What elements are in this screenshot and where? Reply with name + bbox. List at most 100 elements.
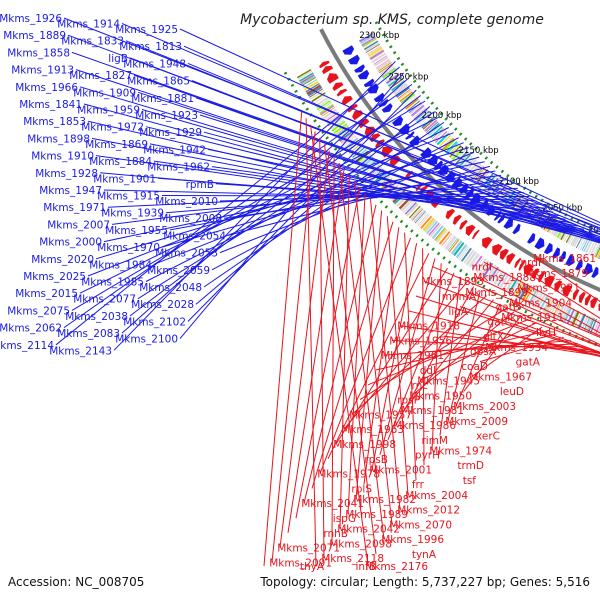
gene-label[interactable]: gatA: [516, 357, 541, 369]
gene-label[interactable]: Mkms_1982: [353, 494, 416, 506]
gene-label[interactable]: Mkms_1926: [0, 13, 62, 25]
gene-label[interactable]: rpsP: [397, 395, 420, 407]
gene-label[interactable]: Mkms_1925: [115, 24, 178, 36]
gene-label[interactable]: Mkms_1971: [43, 202, 106, 214]
gene-label[interactable]: Mkms_2000: [39, 237, 102, 249]
gene-label[interactable]: Mkms_1910: [31, 151, 94, 163]
gene-label[interactable]: Mkms_1966: [15, 82, 78, 94]
gene-label[interactable]: Mkms_1984: [89, 259, 152, 271]
gene-label[interactable]: rpmB: [186, 179, 214, 191]
gene-label[interactable]: trmD: [457, 460, 484, 472]
gene-label[interactable]: ligB: [108, 53, 128, 65]
gene-label[interactable]: Mkms_1813: [119, 41, 182, 53]
gene-label[interactable]: Mkms_2012: [397, 505, 460, 517]
gene-label[interactable]: Mkms_1909: [73, 87, 136, 99]
gene-label[interactable]: Mkms_1978: [317, 469, 380, 481]
gene-label[interactable]: tsf: [463, 475, 477, 487]
gene-label[interactable]: Mkms_1858: [7, 47, 70, 59]
gene-label[interactable]: Mkms_1959: [77, 105, 140, 117]
gene-label[interactable]: Mkms_2048: [139, 282, 202, 294]
gene-label[interactable]: Mkms_1963: [341, 424, 404, 436]
gene-label[interactable]: Mkms_2003: [453, 401, 516, 413]
gene-label[interactable]: ilvH: [536, 327, 556, 339]
gene-label[interactable]: leuD: [500, 386, 524, 398]
gene-label[interactable]: Mkms_1884: [89, 156, 152, 168]
gene-label[interactable]: Mkms_1970: [97, 242, 160, 254]
gene-label[interactable]: rimM: [421, 435, 448, 447]
gene-label[interactable]: Mkms_2176: [365, 561, 428, 573]
gene-label[interactable]: Mkms_2102: [123, 316, 186, 328]
gene-label[interactable]: Mkms_1985: [81, 277, 144, 289]
gene-label[interactable]: Mkms_1893: [421, 276, 484, 288]
gene-label[interactable]: Mkms_2053: [155, 248, 218, 260]
gene-label[interactable]: gatC: [487, 316, 512, 328]
gene-label[interactable]: Mkms_1904: [509, 297, 572, 309]
gene-label[interactable]: Mkms_2001: [369, 464, 432, 476]
gene-label[interactable]: Mkms_2010: [155, 196, 218, 208]
gene-label[interactable]: Mkms_1939: [101, 208, 164, 220]
gene-label[interactable]: rnhB: [323, 528, 348, 540]
gene-label[interactable]: Mkms_2091: [269, 557, 332, 569]
gene-label[interactable]: Mkms_1989: [345, 509, 408, 521]
gene-label[interactable]: tynA: [412, 549, 437, 561]
gene-label[interactable]: Mkms_1996: [381, 534, 444, 546]
gene-label[interactable]: Mkms_1955: [105, 225, 168, 237]
gene-label[interactable]: Mkms_1865: [127, 76, 190, 88]
gene-label[interactable]: Mkms_1986: [393, 420, 456, 432]
gene-label[interactable]: thyA: [300, 561, 325, 573]
gene-label[interactable]: Mkms_1967: [469, 371, 532, 383]
gene-label[interactable]: Mkms_1957: [349, 409, 412, 421]
gene-label[interactable]: Mkms_1879: [525, 268, 588, 280]
gene-label[interactable]: Mkms_2143: [49, 345, 112, 357]
gene-label[interactable]: Mkms_2054: [163, 230, 226, 242]
gene-label[interactable]: Mkms_2100: [115, 334, 178, 346]
gene-label[interactable]: Mkms_1974: [429, 445, 492, 457]
gene-label[interactable]: Mkms_1921: [517, 283, 580, 295]
gene-label[interactable]: xerC: [476, 431, 500, 443]
gene-label[interactable]: Mkms_1901: [93, 173, 156, 185]
gene-label[interactable]: Mkms_1827: [69, 70, 132, 82]
gene-label[interactable]: Mkms_2062: [0, 323, 62, 335]
gene-label[interactable]: Mkms_1956: [389, 335, 452, 347]
gene-label[interactable]: Mkms_1947: [39, 185, 102, 197]
gene-label[interactable]: pyrH: [415, 450, 440, 462]
gene-label[interactable]: nrdI: [471, 261, 492, 273]
gene-label[interactable]: Mkms_1934: [485, 342, 548, 354]
gene-label[interactable]: Mkms_1945: [417, 376, 480, 388]
gene-label[interactable]: Mkms_1942: [143, 144, 206, 156]
gene-label[interactable]: gatB: [496, 302, 520, 314]
gene-label[interactable]: Mkms_1961: [381, 350, 444, 362]
gene-label[interactable]: Mkms_1950: [409, 390, 472, 402]
gene-label[interactable]: Mkms_2020: [31, 254, 94, 266]
gene-label[interactable]: Mkms_2042: [337, 524, 400, 536]
gene-label[interactable]: Mkms_1914: [57, 19, 120, 31]
gene-label[interactable]: infB: [356, 561, 376, 573]
gene-label[interactable]: Mkms_1923: [135, 110, 198, 122]
gene-label[interactable]: Mkms_1962: [147, 162, 210, 174]
gene-label[interactable]: Mkms_2071: [277, 543, 340, 555]
gene-label[interactable]: Mkms_2025: [23, 271, 86, 283]
gene-label[interactable]: Mkms_1998: [333, 439, 396, 451]
gene-label[interactable]: Mkms_1833: [61, 36, 124, 48]
gene-label[interactable]: Mkms_2077: [73, 294, 136, 306]
gene-label[interactable]: Mkms_1911: [501, 312, 564, 324]
gene-label[interactable]: Mkms_2041: [301, 498, 364, 510]
gene-label[interactable]: Mkms_2059: [147, 265, 210, 277]
gene-label[interactable]: Mkms_2075: [7, 305, 70, 317]
gene-label[interactable]: mnmA: [442, 291, 477, 303]
gene-label[interactable]: Mkms_2118: [321, 553, 384, 565]
gene-label[interactable]: frr: [412, 479, 425, 491]
gene-label[interactable]: Mkms_1881: [131, 93, 194, 105]
gene-label[interactable]: Mkms_1948: [123, 58, 186, 70]
gene-label[interactable]: rplS: [351, 483, 372, 495]
gene-label[interactable]: Mkms_1898: [27, 133, 90, 145]
gene-label[interactable]: Mkms_2009: [445, 416, 508, 428]
gene-label[interactable]: Mkms_2114: [0, 340, 54, 352]
gene-label[interactable]: Mkms_1981: [401, 405, 464, 417]
gene-label[interactable]: Mkms_1913: [11, 65, 74, 77]
gene-label[interactable]: Mkms_2098: [329, 538, 392, 550]
gene-label[interactable]: Mkms_1929: [139, 127, 202, 139]
gene-label[interactable]: Mkms_1869: [85, 139, 148, 151]
gene-label[interactable]: Mkms_1861: [533, 253, 596, 265]
gene-label[interactable]: Mkms_1841: [19, 99, 82, 111]
